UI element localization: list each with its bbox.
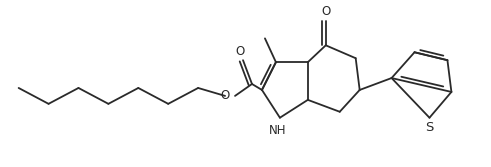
Text: O: O: [321, 5, 330, 18]
Text: O: O: [220, 89, 230, 102]
Text: NH: NH: [269, 124, 287, 137]
Text: S: S: [425, 121, 434, 134]
Text: O: O: [235, 45, 245, 58]
